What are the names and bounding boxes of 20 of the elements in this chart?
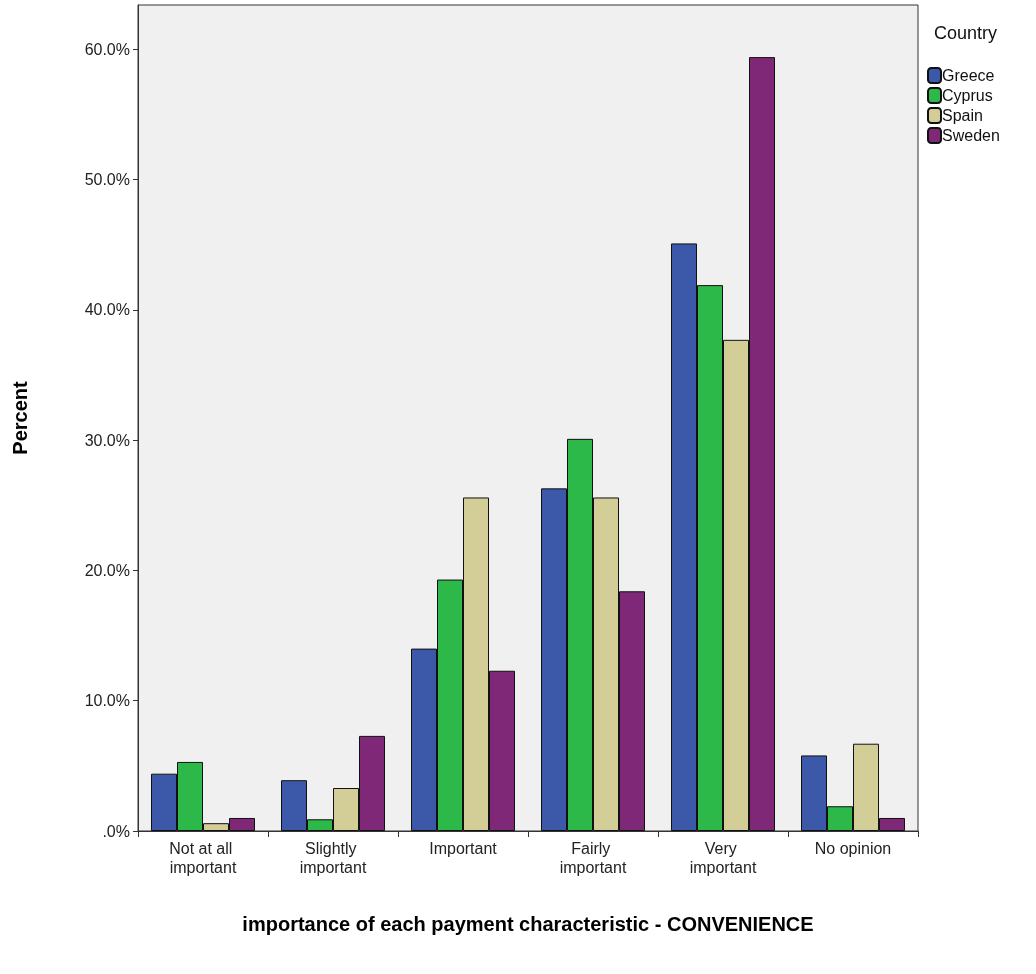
x-tick-label: Not at all important bbox=[169, 840, 237, 876]
legend-label: Cyprus bbox=[942, 87, 993, 104]
y-tick-label: 10.0% bbox=[84, 692, 130, 710]
x-tick-label: No opinion bbox=[814, 840, 892, 857]
legend-label: Greece bbox=[942, 67, 995, 84]
y-tick-label: 20.0% bbox=[84, 561, 130, 579]
x-axis-title: importance of each payment characteristic - CONVENIENCE bbox=[242, 913, 814, 935]
legend-label: Sweden bbox=[942, 127, 1000, 144]
x-tick-label: Fairly important bbox=[559, 840, 627, 876]
y-tick-label: .0% bbox=[102, 822, 130, 840]
legend-label: Spain bbox=[942, 107, 983, 124]
y-tick-label: 30.0% bbox=[84, 431, 130, 449]
x-tick-label: Very important bbox=[689, 840, 757, 876]
y-tick-label: 60.0% bbox=[84, 40, 130, 58]
x-tick-label: Important bbox=[429, 840, 498, 857]
legend-title: Country bbox=[934, 23, 998, 43]
y-axis-title: Percent bbox=[9, 380, 31, 455]
y-tick-label: 40.0% bbox=[84, 301, 130, 319]
y-tick-label: 50.0% bbox=[84, 171, 130, 189]
x-tick-label: Slightly important bbox=[299, 840, 367, 876]
